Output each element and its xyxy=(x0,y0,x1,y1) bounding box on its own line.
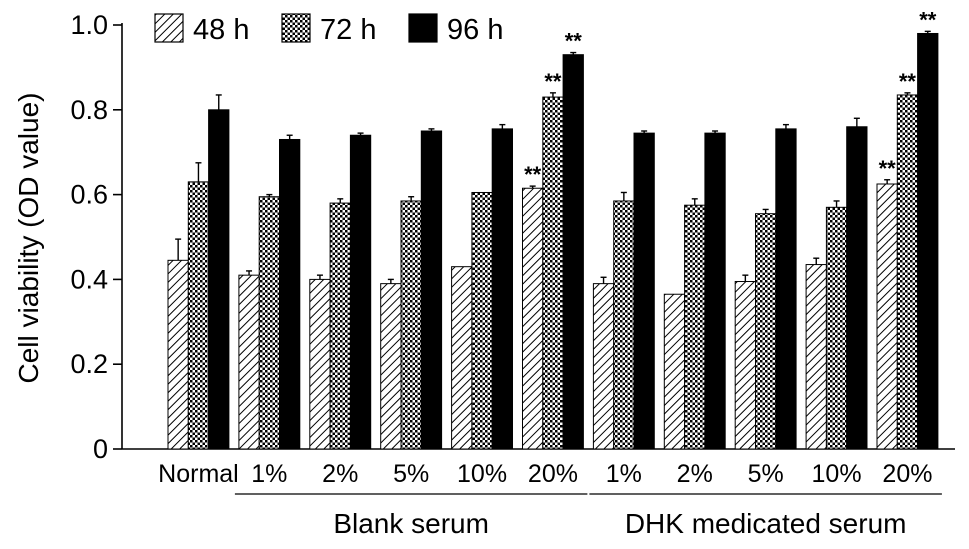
bar xyxy=(258,196,281,450)
bar xyxy=(329,202,351,450)
bar xyxy=(633,132,655,450)
bar xyxy=(309,278,331,450)
legend-swatch xyxy=(281,13,311,43)
x-tick-labels: Normal 1% 2% 5% 10% 20% 1% 2% 5% 10% 20% xyxy=(158,460,932,488)
bar xyxy=(846,126,868,450)
bar xyxy=(420,130,443,450)
bar xyxy=(663,293,686,450)
significance-mark: ** xyxy=(524,162,542,187)
x-tick-label: 2% xyxy=(322,460,358,488)
group-label: DHK medicated serum xyxy=(625,508,907,539)
y-tick-label: 0.4 xyxy=(70,264,108,294)
group-label: Blank serum xyxy=(333,508,489,539)
x-tick-label: 1% xyxy=(251,460,287,488)
x-tick-label: 5% xyxy=(393,460,429,488)
bar xyxy=(349,134,372,450)
bar xyxy=(400,200,422,450)
y-tick-label: 0.8 xyxy=(70,95,108,125)
bar xyxy=(187,181,210,450)
group-brackets: Blank serum DHK medicated serum xyxy=(234,493,942,539)
bar xyxy=(491,128,514,450)
bar xyxy=(805,264,827,450)
bar xyxy=(825,206,848,450)
y-tick-label: 0 xyxy=(93,434,108,464)
significance-mark: ** xyxy=(899,69,917,94)
x-tick-label: 20% xyxy=(528,460,578,488)
bar xyxy=(562,54,584,450)
bar xyxy=(592,283,615,450)
bar xyxy=(522,187,544,450)
bar xyxy=(755,213,777,450)
legend-swatch xyxy=(154,13,184,43)
significance-mark: ** xyxy=(544,69,562,94)
legend: 48 h 72 h 96 h xyxy=(154,13,503,46)
bar xyxy=(380,283,402,450)
legend-label: 48 h xyxy=(193,14,249,46)
bar xyxy=(917,32,939,450)
y-axis-label: Cell viability (OD value) xyxy=(13,93,44,384)
bar xyxy=(684,204,706,450)
x-tick-label: 20% xyxy=(882,460,932,488)
x-tick-label: 10% xyxy=(812,460,862,488)
bar xyxy=(896,94,919,450)
x-tick-label: 2% xyxy=(677,460,713,488)
x-tick-label: 5% xyxy=(748,460,784,488)
x-tick-label: 1% xyxy=(606,460,642,488)
bar xyxy=(734,281,757,450)
error-bars xyxy=(175,30,931,284)
bar xyxy=(471,191,493,450)
y-tick-label: 0.6 xyxy=(70,180,108,210)
y-tick-label: 0.2 xyxy=(70,349,108,379)
x-tick-label: 10% xyxy=(457,460,507,488)
bar xyxy=(167,259,189,450)
bar xyxy=(208,109,230,450)
legend-label: 72 h xyxy=(320,14,376,46)
x-tick-label: Normal xyxy=(158,460,239,488)
bar xyxy=(279,138,301,450)
significance-marks: ************ xyxy=(524,7,937,187)
legend-swatch xyxy=(408,13,438,43)
legend-label: 96 h xyxy=(447,14,503,46)
bar xyxy=(704,132,726,450)
bar xyxy=(451,266,473,450)
y-tick-label: 1.0 xyxy=(70,10,108,40)
bar xyxy=(613,200,635,450)
significance-mark: ** xyxy=(919,7,937,32)
bar xyxy=(876,183,898,450)
bar xyxy=(542,96,564,450)
significance-mark: ** xyxy=(565,29,583,54)
bar xyxy=(775,128,797,450)
significance-mark: ** xyxy=(879,156,897,181)
bar xyxy=(238,274,260,450)
